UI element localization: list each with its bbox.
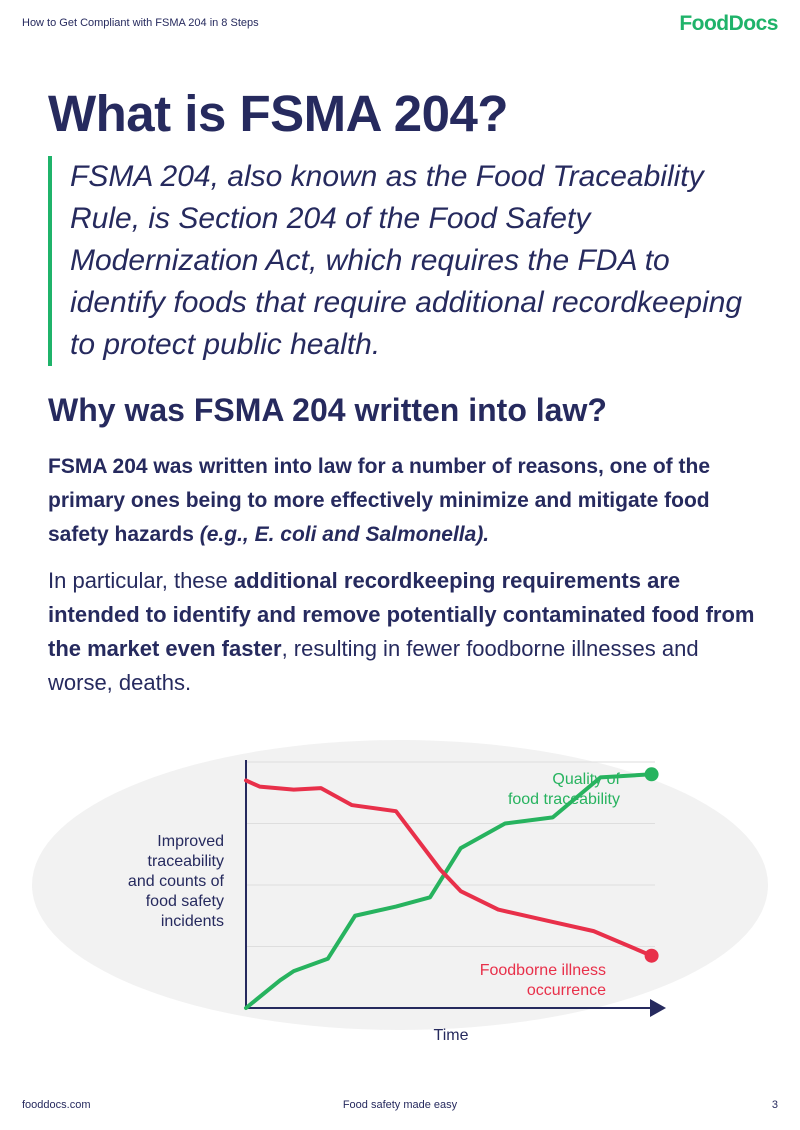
document-header-title: How to Get Compliant with FSMA 204 in 8 … xyxy=(22,17,259,29)
chart-series xyxy=(244,767,659,1010)
detail-intro: In particular, these xyxy=(48,568,234,593)
footer-website: fooddocs.com xyxy=(22,1099,91,1111)
page-title: What is FSMA 204? xyxy=(48,85,509,142)
series-line-traceability xyxy=(244,772,654,1010)
y-axis-label: Improved traceability and counts of food sa… xyxy=(128,833,225,930)
series-label-illness: Foodborne illness occurrence xyxy=(480,962,606,999)
x-axis-arrow-icon xyxy=(650,999,666,1017)
definition-quote: FSMA 204, also known as the Food Traceab… xyxy=(48,156,768,366)
detail-outro: , resulting in fewer foodborne illnesses… xyxy=(48,636,699,695)
reason-text: FSMA 204 was written into law for a numb… xyxy=(48,455,710,546)
x-axis-label: Time xyxy=(434,1027,469,1044)
series-label-traceability: Quality of food traceability xyxy=(508,771,621,808)
chart-grid xyxy=(246,761,655,947)
page-number: 3 xyxy=(771,1099,778,1111)
traceability-chart: Improved traceability and counts of food sa… xyxy=(32,740,768,1044)
series-end-point-illness xyxy=(644,948,659,963)
detail-emphasis: additional recordkeeping requirements ar… xyxy=(48,568,755,661)
reason-paragraph: FSMA 204 was written into law for a numb… xyxy=(48,450,768,552)
section-heading: Why was FSMA 204 written into law? xyxy=(48,392,607,428)
chart-axes xyxy=(245,760,666,1017)
chart-labels: Improved traceability and counts of food sa… xyxy=(128,771,621,1044)
fooddocs-logo: FoodDocs xyxy=(679,12,778,35)
detail-paragraph: In particular, these additional recordke… xyxy=(48,564,768,700)
series-line-illness xyxy=(244,778,654,958)
footer-tagline: Food safety made easy xyxy=(342,1099,458,1111)
series-end-point-traceability xyxy=(644,767,659,782)
reason-example: (e.g., E. coli and Salmonella). xyxy=(199,523,490,546)
